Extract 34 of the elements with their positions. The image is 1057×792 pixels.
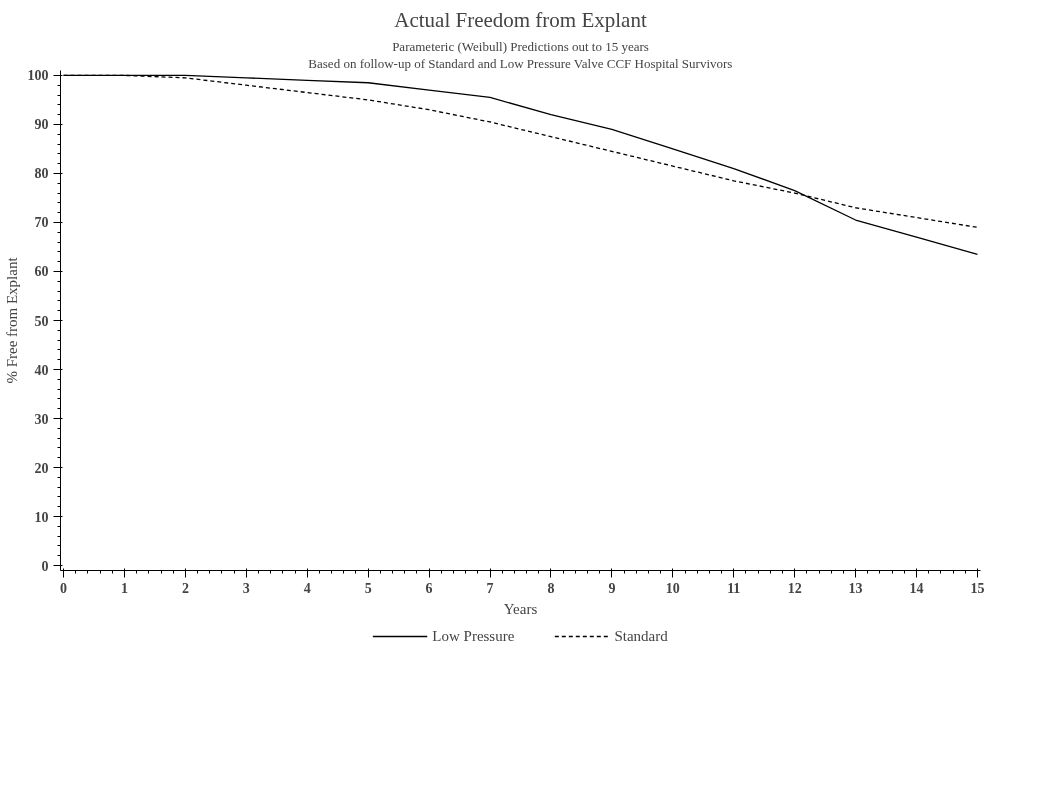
- x-tick-label: 0: [60, 580, 68, 596]
- x-tick-label: 15: [970, 580, 985, 596]
- y-tick-label: 100: [27, 68, 49, 84]
- x-tick-label: 8: [547, 580, 555, 596]
- y-tick-label: 60: [34, 264, 49, 280]
- x-tick-label: 4: [303, 580, 311, 596]
- y-tick-label: 70: [34, 215, 49, 231]
- y-tick-label: 50: [34, 313, 49, 329]
- y-tick-label: 40: [34, 362, 49, 378]
- x-tick-label: 5: [364, 580, 372, 596]
- y-axis-title: % Free from Explant: [3, 256, 20, 384]
- y-tick-label: 90: [34, 117, 49, 133]
- y-tick-label: 20: [34, 460, 49, 476]
- legend-label: Standard: [614, 627, 668, 645]
- chart-title: Actual Freedom from Explant: [394, 7, 647, 32]
- y-tick-label: 0: [41, 558, 49, 574]
- x-axis-title: Years: [503, 600, 538, 617]
- y-tick-label: 30: [34, 411, 49, 427]
- legend-label: Low Pressure: [432, 627, 515, 645]
- x-tick-label: 2: [181, 580, 189, 596]
- x-tick-label: 13: [848, 580, 863, 596]
- x-tick-label: 12: [787, 580, 802, 596]
- text: Based on follow-up of Standard and Low Pressure Valve CCF Hospital Survivors: [308, 55, 733, 71]
- x-tick-label: 14: [909, 580, 924, 596]
- x-tick-label: 10: [665, 580, 680, 596]
- x-tick-label: 11: [727, 580, 741, 596]
- x-tick-label: 3: [242, 580, 250, 596]
- y-tick-label: 10: [34, 509, 49, 525]
- x-tick-label: 7: [486, 580, 494, 596]
- x-tick-label: 9: [608, 580, 616, 596]
- x-tick-label: 6: [425, 580, 433, 596]
- chart-subtitle: Parameteric (Weibull) Predictions out to 15 years: [392, 38, 649, 54]
- x-tick-label: 1: [120, 580, 128, 596]
- y-tick-label: 80: [34, 166, 49, 182]
